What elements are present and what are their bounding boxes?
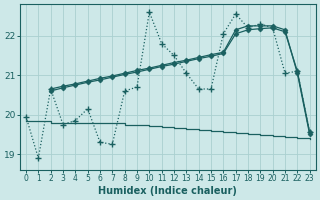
X-axis label: Humidex (Indice chaleur): Humidex (Indice chaleur) bbox=[98, 186, 237, 196]
